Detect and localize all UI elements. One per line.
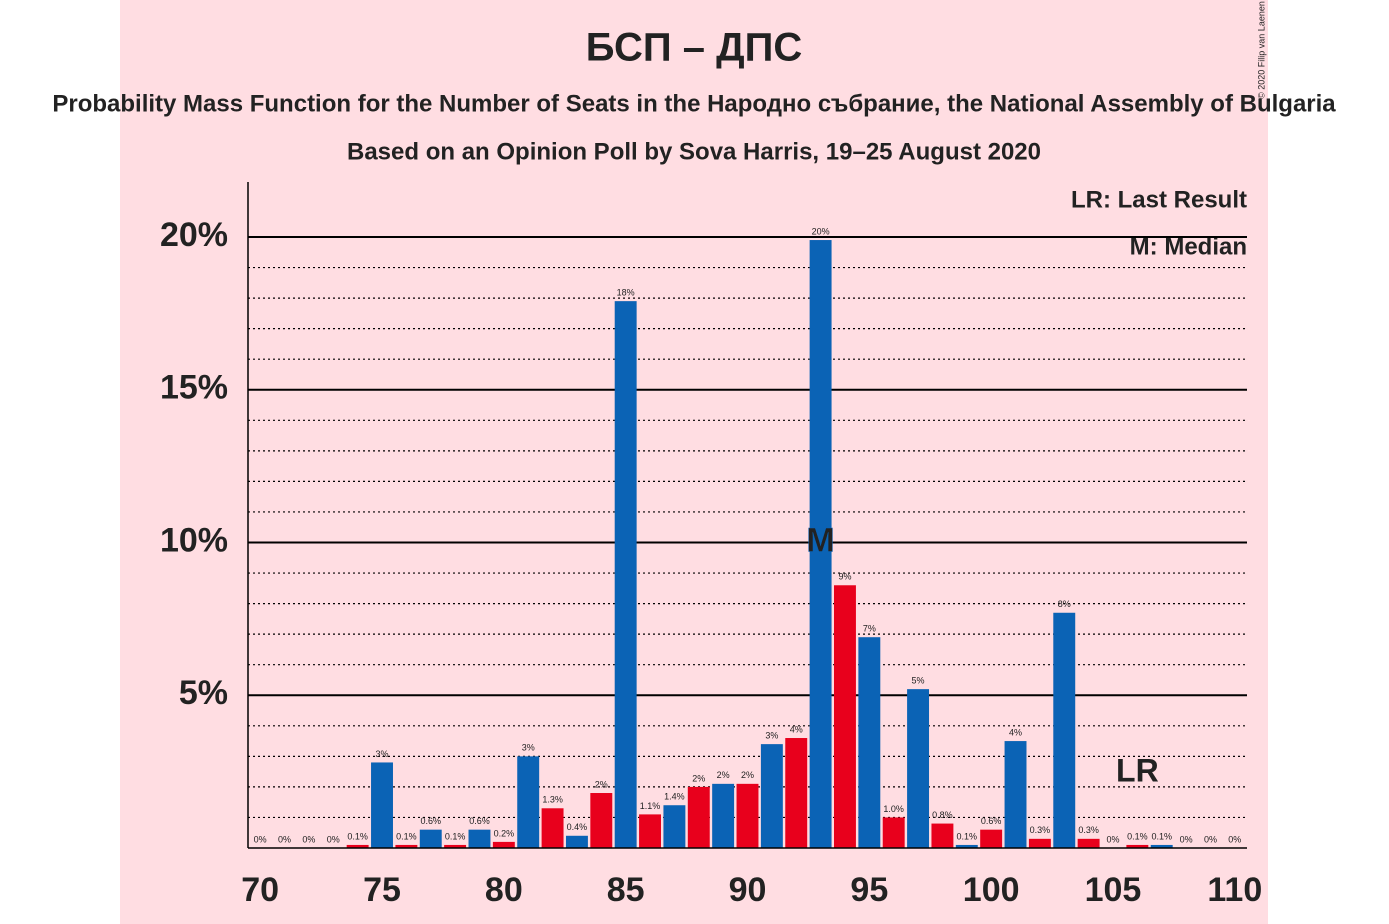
- bar: [395, 844, 418, 848]
- bar: [639, 814, 662, 848]
- bar: [590, 793, 613, 848]
- value-label: 0.3%: [1030, 825, 1051, 835]
- bar: [712, 783, 735, 848]
- value-label: 0%: [302, 834, 315, 844]
- bar: [955, 844, 978, 848]
- value-label: 3%: [522, 743, 535, 753]
- bar: [492, 841, 515, 848]
- bar: [541, 808, 564, 848]
- bar: [980, 829, 1003, 848]
- x-tick-label: 85: [607, 871, 645, 909]
- value-label: 3%: [376, 749, 389, 759]
- value-label: 2%: [595, 779, 608, 789]
- value-label: 0.6%: [420, 816, 441, 826]
- value-label: 2%: [741, 770, 754, 780]
- bar: [1028, 838, 1051, 848]
- bar: [517, 756, 540, 848]
- value-label: 0.1%: [347, 831, 368, 841]
- value-label: 4%: [790, 724, 803, 734]
- bar: [1053, 612, 1076, 848]
- chart-title: БСП – ДПС: [586, 26, 802, 70]
- median-marker: M: [806, 521, 834, 559]
- x-tick-label: 70: [241, 871, 279, 909]
- value-label: 3%: [765, 731, 778, 741]
- bar: [1126, 844, 1149, 848]
- bar: [371, 762, 393, 848]
- bar: [907, 689, 930, 848]
- value-label: 0%: [1228, 834, 1241, 844]
- value-label: 20%: [812, 226, 830, 236]
- x-tick-label: 95: [850, 871, 888, 909]
- background: [120, 0, 1268, 924]
- bar: [785, 738, 808, 848]
- legend-entry: LR: Last Result: [1071, 186, 1247, 213]
- value-label: 0.3%: [1078, 825, 1099, 835]
- bar: [833, 585, 856, 848]
- bar: [468, 829, 491, 848]
- x-tick-label: 75: [363, 871, 401, 909]
- bar: [760, 744, 783, 848]
- value-label: 5%: [912, 676, 925, 686]
- bar: [858, 637, 881, 848]
- bar: [882, 817, 905, 848]
- value-label: 1.1%: [640, 801, 661, 811]
- bar: [1077, 838, 1100, 848]
- value-label: 0.8%: [932, 810, 953, 820]
- bar: [614, 301, 637, 848]
- value-label: 0.4%: [567, 822, 588, 832]
- bar: [809, 240, 832, 848]
- value-label: 0%: [278, 834, 291, 844]
- value-label: 0%: [327, 834, 340, 844]
- value-label: 0.1%: [1127, 831, 1148, 841]
- y-tick-label: 20%: [160, 216, 228, 254]
- value-label: 0%: [254, 834, 267, 844]
- value-label: 0.2%: [494, 828, 515, 838]
- value-label: 0.1%: [396, 831, 417, 841]
- value-label: 0%: [1204, 834, 1217, 844]
- y-tick-label: 10%: [160, 521, 228, 559]
- copyright: © 2020 Filip van Laenen: [1256, 1, 1266, 99]
- bar: [687, 786, 710, 848]
- x-tick-label: 110: [1207, 871, 1262, 909]
- value-label: 18%: [617, 288, 635, 298]
- value-label: 2%: [692, 773, 705, 783]
- value-label: 0%: [1106, 834, 1119, 844]
- value-label: 0.1%: [445, 831, 466, 841]
- value-label: 1.0%: [883, 804, 904, 814]
- bar: [565, 835, 588, 848]
- value-label: 0.1%: [957, 831, 978, 841]
- x-tick-label: 80: [485, 871, 523, 909]
- subtitle: Based on an Opinion Poll by Sova Harris,…: [347, 138, 1041, 165]
- subtitle: Probability Mass Function for the Number…: [52, 90, 1336, 117]
- bar: [736, 783, 759, 848]
- bar: [444, 844, 467, 848]
- value-label: 9%: [838, 572, 851, 582]
- bar: [663, 805, 686, 848]
- x-tick-label: 100: [963, 871, 1020, 909]
- x-tick-label: 90: [729, 871, 767, 909]
- value-label: 0%: [1180, 834, 1193, 844]
- value-label: 0.1%: [1151, 831, 1172, 841]
- value-label: 1.4%: [664, 792, 685, 802]
- y-tick-label: 15%: [160, 369, 228, 407]
- value-label: 0.6%: [981, 816, 1002, 826]
- bar: [419, 829, 442, 848]
- last-result-marker: LR: [1116, 752, 1159, 788]
- bar: [931, 823, 954, 848]
- bar: [346, 844, 369, 848]
- bar: [1150, 844, 1173, 848]
- bar: [1004, 741, 1027, 848]
- value-label: 4%: [1009, 727, 1022, 737]
- value-label: 0.6%: [469, 816, 490, 826]
- value-label: 8%: [1058, 599, 1071, 609]
- value-label: 1.3%: [542, 795, 563, 805]
- x-tick-label: 105: [1085, 871, 1142, 909]
- y-tick-label: 5%: [179, 674, 228, 712]
- value-label: 2%: [717, 770, 730, 780]
- value-label: 7%: [863, 624, 876, 634]
